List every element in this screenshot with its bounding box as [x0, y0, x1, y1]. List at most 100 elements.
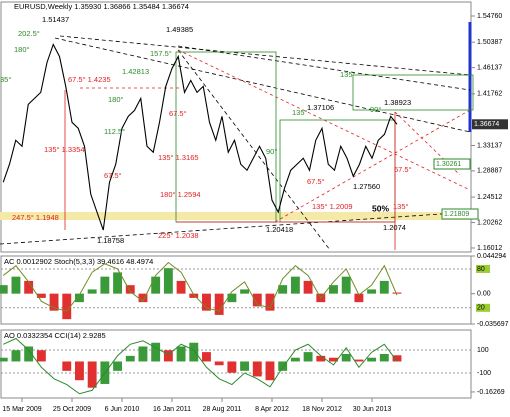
histogram-bar — [379, 353, 389, 362]
histogram-bar — [290, 357, 300, 362]
annotation: 135° 1.3354 — [44, 145, 85, 154]
y-tick-label: 1.46137 — [477, 64, 502, 71]
histogram-bar — [100, 276, 110, 294]
level-tag — [476, 264, 490, 273]
annotation: 135° 1.3165 — [158, 153, 199, 162]
y-tick-label: 1.16012 — [477, 245, 502, 252]
x-tick-label: 15 Mar 2009 — [2, 406, 41, 413]
histogram-bar — [87, 361, 97, 388]
histogram-bar — [176, 346, 186, 362]
x-tick-label: 25 Oct 2009 — [53, 406, 91, 413]
histogram-bar — [24, 280, 34, 294]
y-tick-label: -0.16269 — [477, 389, 505, 396]
annotation: 67.5° — [394, 165, 412, 174]
indicator-line — [2, 261, 398, 312]
annotation: 247.5° 1.1948 — [12, 213, 59, 222]
y-tick-label: -0.035697 — [477, 321, 509, 328]
annotation: 225° 1.2038 — [158, 231, 199, 240]
histogram-bar — [392, 292, 402, 294]
level-box — [433, 158, 471, 170]
histogram-bar — [240, 289, 250, 294]
histogram-bar — [138, 293, 148, 303]
annotation: 35° — [0, 75, 11, 84]
histogram-bar — [75, 361, 84, 381]
red-lines — [80, 49, 471, 223]
histogram-bar — [367, 289, 377, 294]
annotation: 112.5° — [104, 127, 125, 136]
annotation: 1.38923 — [384, 98, 411, 107]
chart-title: EURUSD,Weekly 1.35930 1.36866 1.35484 1.… — [14, 2, 189, 11]
histogram-bar — [278, 361, 288, 371]
trend-lines — [0, 35, 471, 251]
level-label: 1.30261 — [436, 161, 461, 168]
y-tick-label: 1.54760 — [477, 13, 502, 20]
histogram-bar — [87, 289, 97, 294]
histogram-bar — [0, 285, 8, 294]
level-label: 1.21809 — [444, 211, 469, 218]
histogram-bar — [202, 352, 211, 362]
histogram-bar — [329, 357, 338, 362]
y2-tick-label: -100 — [477, 370, 491, 377]
histogram-bar — [227, 361, 237, 373]
histogram-bar — [290, 276, 300, 294]
annotation: 135° — [292, 108, 308, 117]
histogram-bar — [62, 293, 72, 320]
annotation: 202.5° — [18, 29, 40, 38]
ac-title: AC 0.0012902 Stoch(5,3,3) 39.4616 48.497… — [4, 257, 153, 266]
histogram-bar — [392, 355, 402, 362]
histogram-bar — [113, 361, 123, 371]
level-tag — [476, 369, 490, 378]
histogram-bar — [329, 285, 338, 294]
annotation: 67.5° 1.4235 — [68, 75, 111, 84]
histogram-bar — [151, 276, 161, 294]
histogram-bar — [316, 355, 326, 362]
histogram-bar — [138, 346, 148, 362]
histogram-bar — [303, 280, 313, 294]
histogram-bar — [354, 359, 364, 362]
histogram-bar — [341, 276, 351, 294]
price-line — [2, 43, 398, 231]
annotation: 135° — [340, 70, 356, 79]
annotation: 90° — [266, 147, 277, 156]
annotation: 180° — [108, 95, 124, 104]
histogram-bar — [36, 350, 46, 362]
price-box — [472, 119, 508, 130]
y-tick-label: 1.28887 — [477, 168, 502, 175]
histogram-bar — [151, 342, 161, 362]
y-tick-label: 0.044294 — [477, 253, 506, 260]
annotation: 1.27560 — [353, 182, 380, 191]
x-tick-label: 28 Aug 2011 — [203, 406, 242, 413]
red-brackets — [64, 90, 396, 250]
annotation: 50% — [372, 203, 389, 213]
y2-tick-label: 80 — [477, 266, 485, 273]
annotation: 135° 1.2009 — [312, 202, 353, 211]
ao-panel — [0, 329, 472, 399]
annotation: 1.20418 — [266, 225, 293, 234]
annotation: 1.37106 — [307, 103, 334, 112]
histogram-bar — [11, 276, 21, 294]
histogram-bar — [240, 361, 250, 371]
annotation: 67.5° — [104, 171, 122, 180]
histogram-bar — [265, 361, 275, 381]
x-tick-label: 16 Jan 2011 — [153, 406, 191, 413]
histogram-bar — [11, 350, 21, 362]
annotation: 157.5° — [150, 49, 172, 58]
histogram-bar — [303, 352, 313, 362]
histogram-bar — [367, 357, 377, 362]
histogram-bar — [0, 357, 8, 362]
y2-tick-label: 100 — [477, 347, 489, 354]
annotation: 90° — [370, 105, 381, 114]
histogram-bar — [189, 293, 199, 298]
x-tick-label: 8 Apr 2012 — [255, 406, 289, 413]
annotation: 1.18758 — [97, 236, 124, 245]
y-tick-label: 1.50387 — [477, 39, 502, 46]
y-tick-label: 0.00 — [477, 290, 491, 297]
annotation: 135° — [393, 202, 409, 211]
support-band — [0, 212, 470, 220]
histogram-bar — [202, 293, 211, 311]
histogram-bar — [49, 293, 59, 311]
histogram-bar — [354, 293, 364, 303]
histogram-bar — [252, 293, 262, 307]
